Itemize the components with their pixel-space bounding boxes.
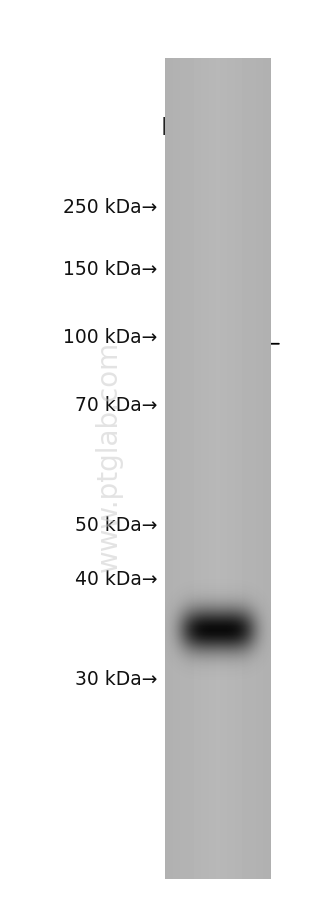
Text: HEK-293: HEK-293 [160,115,260,140]
Text: 70 kDa→: 70 kDa→ [75,395,158,414]
Text: 30 kDa→: 30 kDa→ [75,669,158,688]
Text: 50 kDa→: 50 kDa→ [75,515,158,535]
Text: 40 kDa→: 40 kDa→ [75,570,158,589]
Text: www.ptglab.com: www.ptglab.com [95,340,123,571]
Text: 150 kDa→: 150 kDa→ [63,260,158,279]
Text: 250 kDa→: 250 kDa→ [63,198,158,216]
Text: 100 kDa→: 100 kDa→ [63,328,158,347]
